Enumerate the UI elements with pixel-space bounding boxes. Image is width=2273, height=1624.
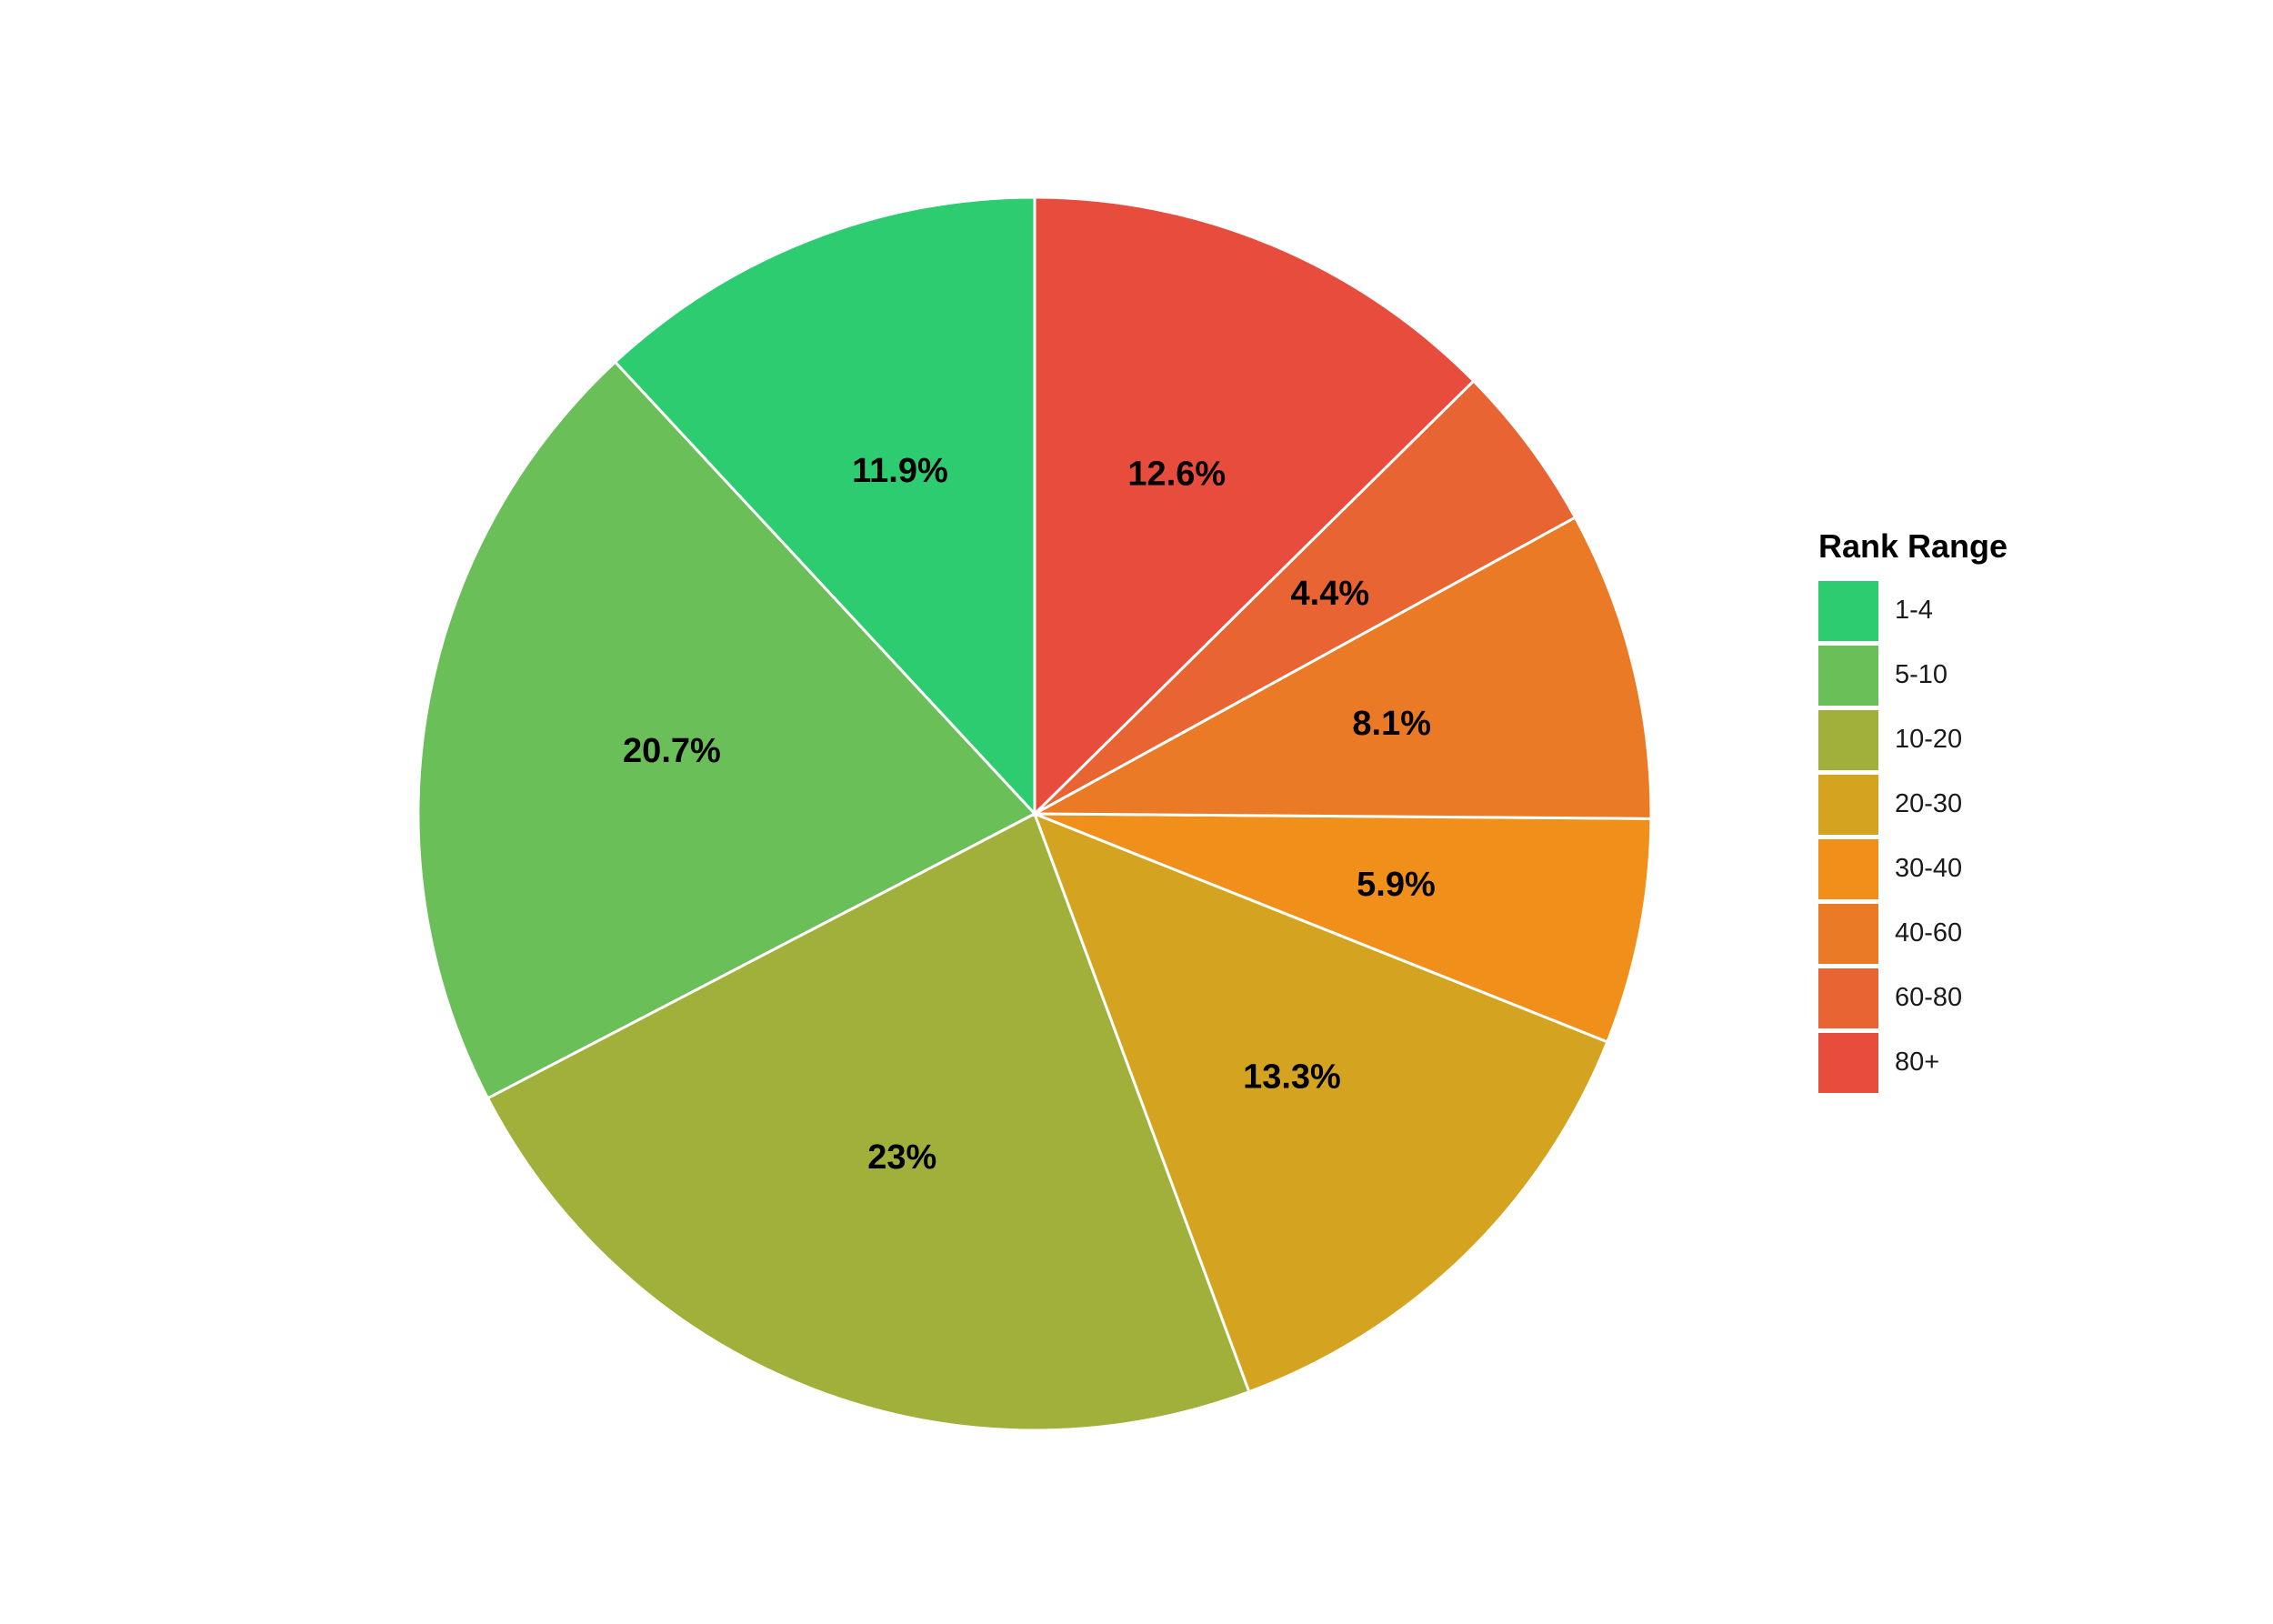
pie-slice-1-4 — [613, 195, 1036, 817]
slice-label-60-80: 4.4% — [1291, 575, 1370, 613]
legend-item-1-4: 1-4 — [1818, 578, 2008, 643]
legend-swatch — [1818, 580, 1878, 641]
legend-item-10-20: 10-20 — [1818, 707, 2008, 772]
pie-slice-60-80 — [1033, 378, 1577, 816]
legend-label: 5-10 — [1895, 660, 1948, 689]
pie-slice-80+ — [1033, 195, 1476, 817]
pie-slice-40-60 — [1029, 515, 1653, 820]
legend-label: 60-80 — [1895, 983, 1963, 1012]
pie-slice-5-10 — [416, 360, 1037, 1100]
slice-label-10-20: 23% — [867, 1138, 936, 1177]
legend-label: 30-40 — [1895, 854, 1963, 883]
legend-item-5-10: 5-10 — [1818, 643, 2008, 707]
legend-item-20-30: 20-30 — [1818, 772, 2008, 837]
legend-items: 1-4 5-10 10-20 20-30 30-40 40-60 60-80 80+ — [1818, 578, 2008, 1095]
pie-slice-30-40 — [1034, 812, 1653, 1044]
legend-label: 80+ — [1895, 1048, 1940, 1077]
legend-swatch — [1818, 967, 1878, 1028]
slice-label-30-40: 5.9% — [1357, 866, 1436, 904]
legend-label: 20-30 — [1895, 789, 1963, 818]
legend-swatch — [1818, 1032, 1878, 1093]
legend-label: 1-4 — [1895, 596, 1933, 625]
slice-label-1-4: 11.9% — [852, 452, 948, 490]
pie-slices — [416, 195, 1653, 1432]
legend: Rank Range 1-4 5-10 10-20 20-30 30-40 40-60 60… — [1818, 527, 2008, 1095]
legend-item-40-60: 40-60 — [1818, 901, 2008, 966]
legend-swatch — [1818, 838, 1878, 899]
slice-label-20-30: 13.3% — [1243, 1058, 1341, 1097]
pie-slice-10-20 — [486, 811, 1251, 1432]
pie-slice-20-30 — [1032, 811, 1609, 1394]
legend-swatch — [1818, 774, 1878, 835]
slice-label-5-10: 20.7% — [623, 732, 721, 770]
legend-item-80+: 80+ — [1818, 1030, 2008, 1095]
legend-item-60-80: 60-80 — [1818, 966, 2008, 1030]
legend-label: 10-20 — [1895, 725, 1963, 754]
slice-label-80+: 12.6% — [1127, 455, 1226, 493]
legend-title: Rank Range — [1818, 527, 2008, 565]
slice-label-40-60: 8.1% — [1352, 705, 1431, 743]
legend-item-30-40: 30-40 — [1818, 837, 2008, 901]
legend-swatch — [1818, 903, 1878, 964]
pie-slice-labels: 11.9% 20.7% 23% 13.3% 5.9% 8.1% 4.4% 12.6% — [623, 452, 1436, 1177]
legend-label: 40-60 — [1895, 918, 1963, 947]
legend-swatch — [1818, 709, 1878, 770]
legend-swatch — [1818, 645, 1878, 706]
